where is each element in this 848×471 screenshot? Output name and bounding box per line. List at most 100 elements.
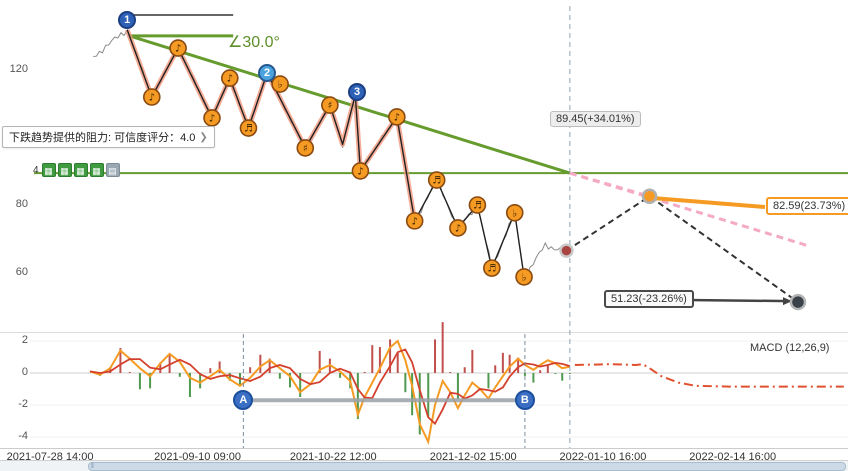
note-marker-icon[interactable] [468,196,487,214]
note-marker-icon[interactable] [449,219,467,237]
macd-histogram-bar [546,364,549,373]
macd-histogram-bar [411,373,414,416]
macd-histogram-bar [449,372,452,373]
note-marker-icon[interactable] [388,108,406,126]
note-glyph: ♬ [487,264,496,275]
horizontal-scrollbar[interactable]: ‖ [0,460,848,471]
macd-marker-b[interactable]: B [514,390,535,411]
macd-histogram-bar [168,353,171,373]
note-marker-icon[interactable] [515,268,533,286]
macd-histogram-bar [434,339,437,373]
note-glyph: ♪ [209,113,215,124]
macd-histogram-bar [523,373,526,376]
target-low-point[interactable] [789,293,807,311]
macd-histogram-bar [138,373,141,390]
macd-indicator-label: MACD (12,26,9) [750,342,830,354]
pivot-marker-2[interactable]: 2 [258,64,277,83]
note-marker-icon[interactable] [239,119,258,137]
macd-histogram-bar [259,354,262,373]
macd-marker-a[interactable]: A [233,390,254,411]
note-glyph: ♪ [411,216,417,227]
target-mid-point[interactable] [641,188,658,205]
macd-histogram-bar [318,350,321,373]
pink-projection-line-short [569,171,650,198]
macd-histogram-bar [159,362,162,373]
note-glyph: ♭ [522,272,527,283]
macd-histogram-bar [389,339,392,373]
current-price-point [559,243,574,258]
note-marker-icon[interactable] [142,88,161,106]
pivot-marker-3[interactable]: 3 [348,82,366,101]
macd-histogram-bar [199,373,202,389]
note-glyph: ♪ [357,166,363,177]
macd-histogram-bar [109,367,112,373]
target-mid-price-label: 82.59(23.73%) [766,197,848,215]
macd-histogram-bar [539,370,542,373]
macd-histogram-bar [487,373,490,389]
signal-icon-more[interactable]: ▤ [105,163,120,177]
y-axis-label: 120 [9,63,28,75]
signal-icon-2[interactable]: ▦ [57,163,72,177]
macd-histogram-bar [404,373,407,393]
note-marker-icon[interactable] [296,139,315,157]
signal-icon-4[interactable]: ▦ [89,163,104,177]
macd-histogram-bar [218,361,221,373]
zigzag-line [126,29,525,278]
macd-dif-line [89,339,571,446]
expand-arrow-icon[interactable]: ❯ [199,131,208,143]
note-glyph: ♯ [327,101,332,112]
note-marker-icon[interactable] [321,96,339,114]
macd-histogram-bar [278,373,281,379]
signal-icon-1[interactable]: ▦ [41,163,56,177]
macd-histogram-bar [501,352,504,373]
note-marker-icon[interactable] [405,212,424,230]
note-marker-icon[interactable] [483,259,501,277]
macd-histogram-bar [554,373,557,374]
scrollbar-grip-icon: ‖ [91,463,94,470]
scrollbar-thumb[interactable]: ‖ [88,462,846,471]
note-marker-icon[interactable] [505,203,524,222]
macd-histogram-bar [396,352,399,373]
target-low-pointer-line [685,298,790,303]
note-glyph: ♬ [473,201,482,212]
macd-histogram-bar [289,373,292,388]
resistance-price-label: 89.45(+34.01%) [550,111,641,127]
arrowhead-icon [783,297,792,306]
macd-histogram-bar [149,373,152,389]
note-glyph: ♪ [227,74,233,85]
macd-histogram-bar [517,357,520,373]
note-marker-icon[interactable] [427,171,446,189]
macd-histogram-bar [456,373,459,399]
downtrend-line[interactable] [129,34,571,175]
macd-histogram-bar [119,348,122,373]
target-low-price-label: 51.23(-23.26%) [604,290,694,308]
target-mid-pointer-line [655,196,766,209]
macd-histogram-bar [561,373,564,381]
macd-histogram-bar [568,373,571,374]
note-glyph: ♯ [303,143,308,154]
note-marker-icon[interactable] [271,75,289,93]
macd-histogram-bar [249,367,252,373]
macd-histogram-bar [494,365,497,373]
note-marker-icon[interactable] [169,39,187,57]
note-glyph: ♬ [432,176,441,187]
trend-resistance-tooltip-text: 下跌趋势提供的阻力: 可信度评分：4.0 [9,132,196,144]
macd-histogram-bar [427,373,430,418]
note-marker-icon[interactable] [351,162,370,180]
y-axis-label: 60 [15,265,28,278]
signal-toolbar: 4 ▦ ▦ ▦ ▦ ▤ [33,163,120,177]
macd-forecast-line [574,363,844,388]
macd-histogram-bar [209,368,212,373]
macd-dea-line [89,348,571,426]
macd-histogram-bar [532,373,535,383]
black-projection-line [565,195,799,303]
note-marker-icon[interactable] [203,109,221,127]
macd-histogram-bar [378,347,381,373]
note-glyph: ♬ [244,124,253,135]
note-marker-icon[interactable] [221,69,239,87]
macd-histogram-bar [418,373,421,435]
signal-icon-3[interactable]: ▦ [73,163,88,177]
pivot-marker-1[interactable]: 1 [118,11,137,30]
